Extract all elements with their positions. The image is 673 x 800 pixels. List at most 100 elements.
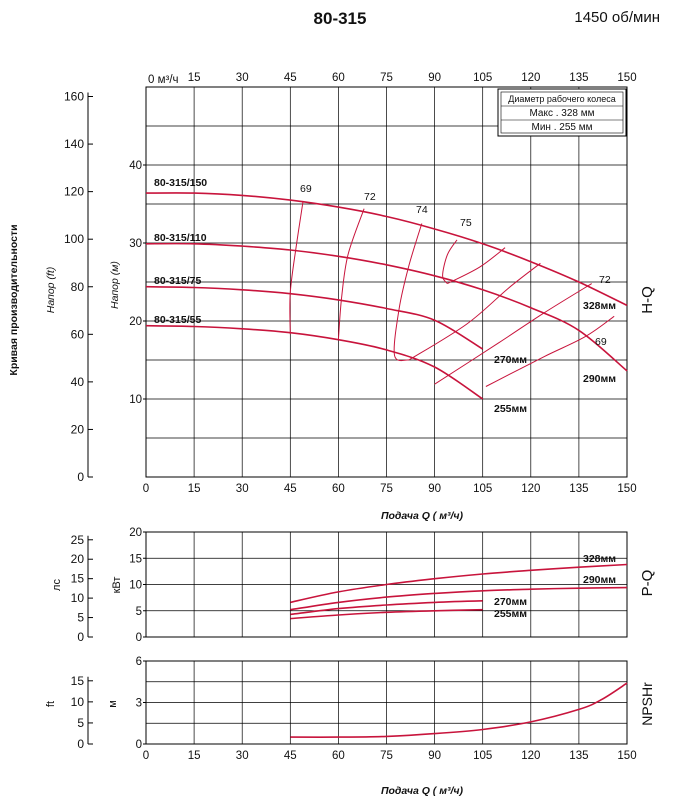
series-label: 290мм [583,574,616,586]
series-line [290,600,483,616]
y-tick-label: 15 [129,553,142,565]
model-label: 80-315/110 [154,232,207,244]
top-axis-unit-text: м³/ч [158,74,179,86]
series-line [290,608,483,620]
y-tick-label: 5 [136,606,142,618]
legend-min: Мин . 255 мм [532,122,593,133]
top-axis-unit: 0 м³/ч [148,74,179,86]
secondary-tick-label: 10 [71,695,85,709]
hq-y-m-title: Напор (м) [109,261,121,309]
pq-panel-label: P-Q [639,570,656,597]
x-tick-label-top: 30 [236,72,249,84]
efficiency-label: 75 [460,217,472,229]
x-tick-label: 120 [521,750,540,762]
x-tick-label: 75 [380,750,393,762]
x-tick-label: 105 [473,750,492,762]
x-tick-label-top: 60 [332,72,345,84]
x-tick-label-top: 135 [569,72,588,84]
series-line [145,324,484,400]
y-tick-label: 6 [136,656,142,668]
x-tick-label: 0 [143,750,149,762]
hq-panel: 0 15 30 45 60 75 90 105 120 135 150 15 30 45 60 75 90 105… [64,72,637,495]
secondary-tick-label: 10 [71,591,85,605]
x-tick-label-top: 90 [428,72,441,84]
npsh-x-axis-title: Подача Q ( м³/ч) [381,785,464,797]
series-label: 290мм [583,373,616,385]
series-label: 255мм [494,608,527,620]
secondary-tick-label: 20 [71,422,85,436]
x-tick-label: 90 [428,750,441,762]
secondary-tick-label: 40 [71,375,85,389]
secondary-tick-label: 140 [64,137,84,151]
secondary-tick-label: 60 [71,327,85,341]
npsh-y-m-title: м [107,700,119,708]
secondary-tick-label: 0 [77,630,84,644]
legend-max: Макс . 328 мм [529,108,594,119]
y-tick-label: 40 [129,160,142,172]
secondary-tick-label: 0 [77,470,84,484]
legend-inner-frame [500,91,624,134]
hq-panel-label: H-Q [639,286,656,314]
pq-y-hp-title: лс [51,579,63,591]
secondary-tick-label: 20 [71,552,85,566]
efficiency-line [393,223,423,362]
x-tick-label: 15 [188,750,201,762]
model-label: 80-315/75 [154,275,201,287]
x-tick-label: 120 [521,483,540,495]
secondary-tick-label: 160 [64,90,84,104]
speed-label: 1450 об/мин [574,9,660,26]
y-tick-label: 20 [129,316,142,328]
legend-frame [497,88,627,137]
secondary-tick-label: 15 [71,674,85,688]
x-tick-label-top: 150 [617,72,636,84]
series-label: 270мм [494,596,527,608]
x-tick-label-top: 120 [521,72,540,84]
efficiency-line [408,262,541,361]
secondary-tick-label: 25 [71,533,85,547]
y-tick-label: 0 [136,632,142,644]
x-tick-label: 105 [473,483,492,495]
series-line [290,563,628,604]
x-tick-label: 60 [332,750,345,762]
x-tick-label-top: 105 [473,72,492,84]
series-line [145,285,484,350]
secondary-tick-label: 0 [77,737,84,751]
series-label: 328мм [583,553,616,565]
secondary-tick-label: 120 [64,185,84,199]
efficiency-line [337,208,365,340]
efficiency-line [289,200,304,335]
x-tick-label: 150 [617,750,636,762]
secondary-tick-label: 5 [77,716,84,730]
x-tick-label: 30 [236,483,249,495]
x-tick-label: 45 [284,750,297,762]
series-label: 270мм [494,354,527,366]
x-tick-label: 150 [617,483,636,495]
hq-x-axis-title: Подача Q ( м³/ч) [381,510,464,522]
efficiency-label: 72 [364,191,376,203]
x-tick-label-top: 15 [188,72,201,84]
pq-y-kw-title: кВт [111,577,123,594]
efficiency-label: 69 [300,183,312,195]
x-tick-label: 135 [569,483,588,495]
y-tick-label: 30 [129,238,142,250]
efficiency-line [447,247,506,285]
x-tick-label: 30 [236,750,249,762]
x-tick-label: 135 [569,750,588,762]
y-tick-label: 3 [136,698,142,710]
secondary-tick-label: 15 [71,572,85,586]
series-label: 328мм [583,300,616,312]
series-line [145,242,628,372]
series-label: 255мм [494,403,527,415]
chart-title: 80-315 [314,9,367,28]
secondary-tick-label: 80 [71,280,85,294]
plot-frame [145,86,628,478]
secondary-tick-label: 100 [64,232,84,246]
efficiency-line [434,283,592,385]
x-tick-label: 90 [428,483,441,495]
secondary-tick-label: 5 [77,611,84,625]
y-tick-label: 20 [129,527,142,539]
npsh-panel-label: NPSHr [639,682,655,726]
legend-title: Диаметр рабочего колеса [508,94,616,104]
